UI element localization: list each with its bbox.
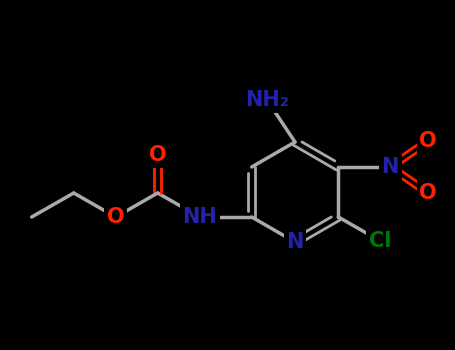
Text: NH₂: NH₂	[245, 90, 289, 110]
Text: N: N	[382, 157, 399, 177]
Text: Cl: Cl	[369, 231, 391, 251]
Text: NH: NH	[182, 207, 217, 227]
Text: O: O	[420, 131, 437, 151]
Text: O: O	[420, 183, 437, 203]
Text: N: N	[286, 232, 303, 252]
Text: O: O	[149, 145, 167, 165]
Text: O: O	[107, 207, 125, 227]
